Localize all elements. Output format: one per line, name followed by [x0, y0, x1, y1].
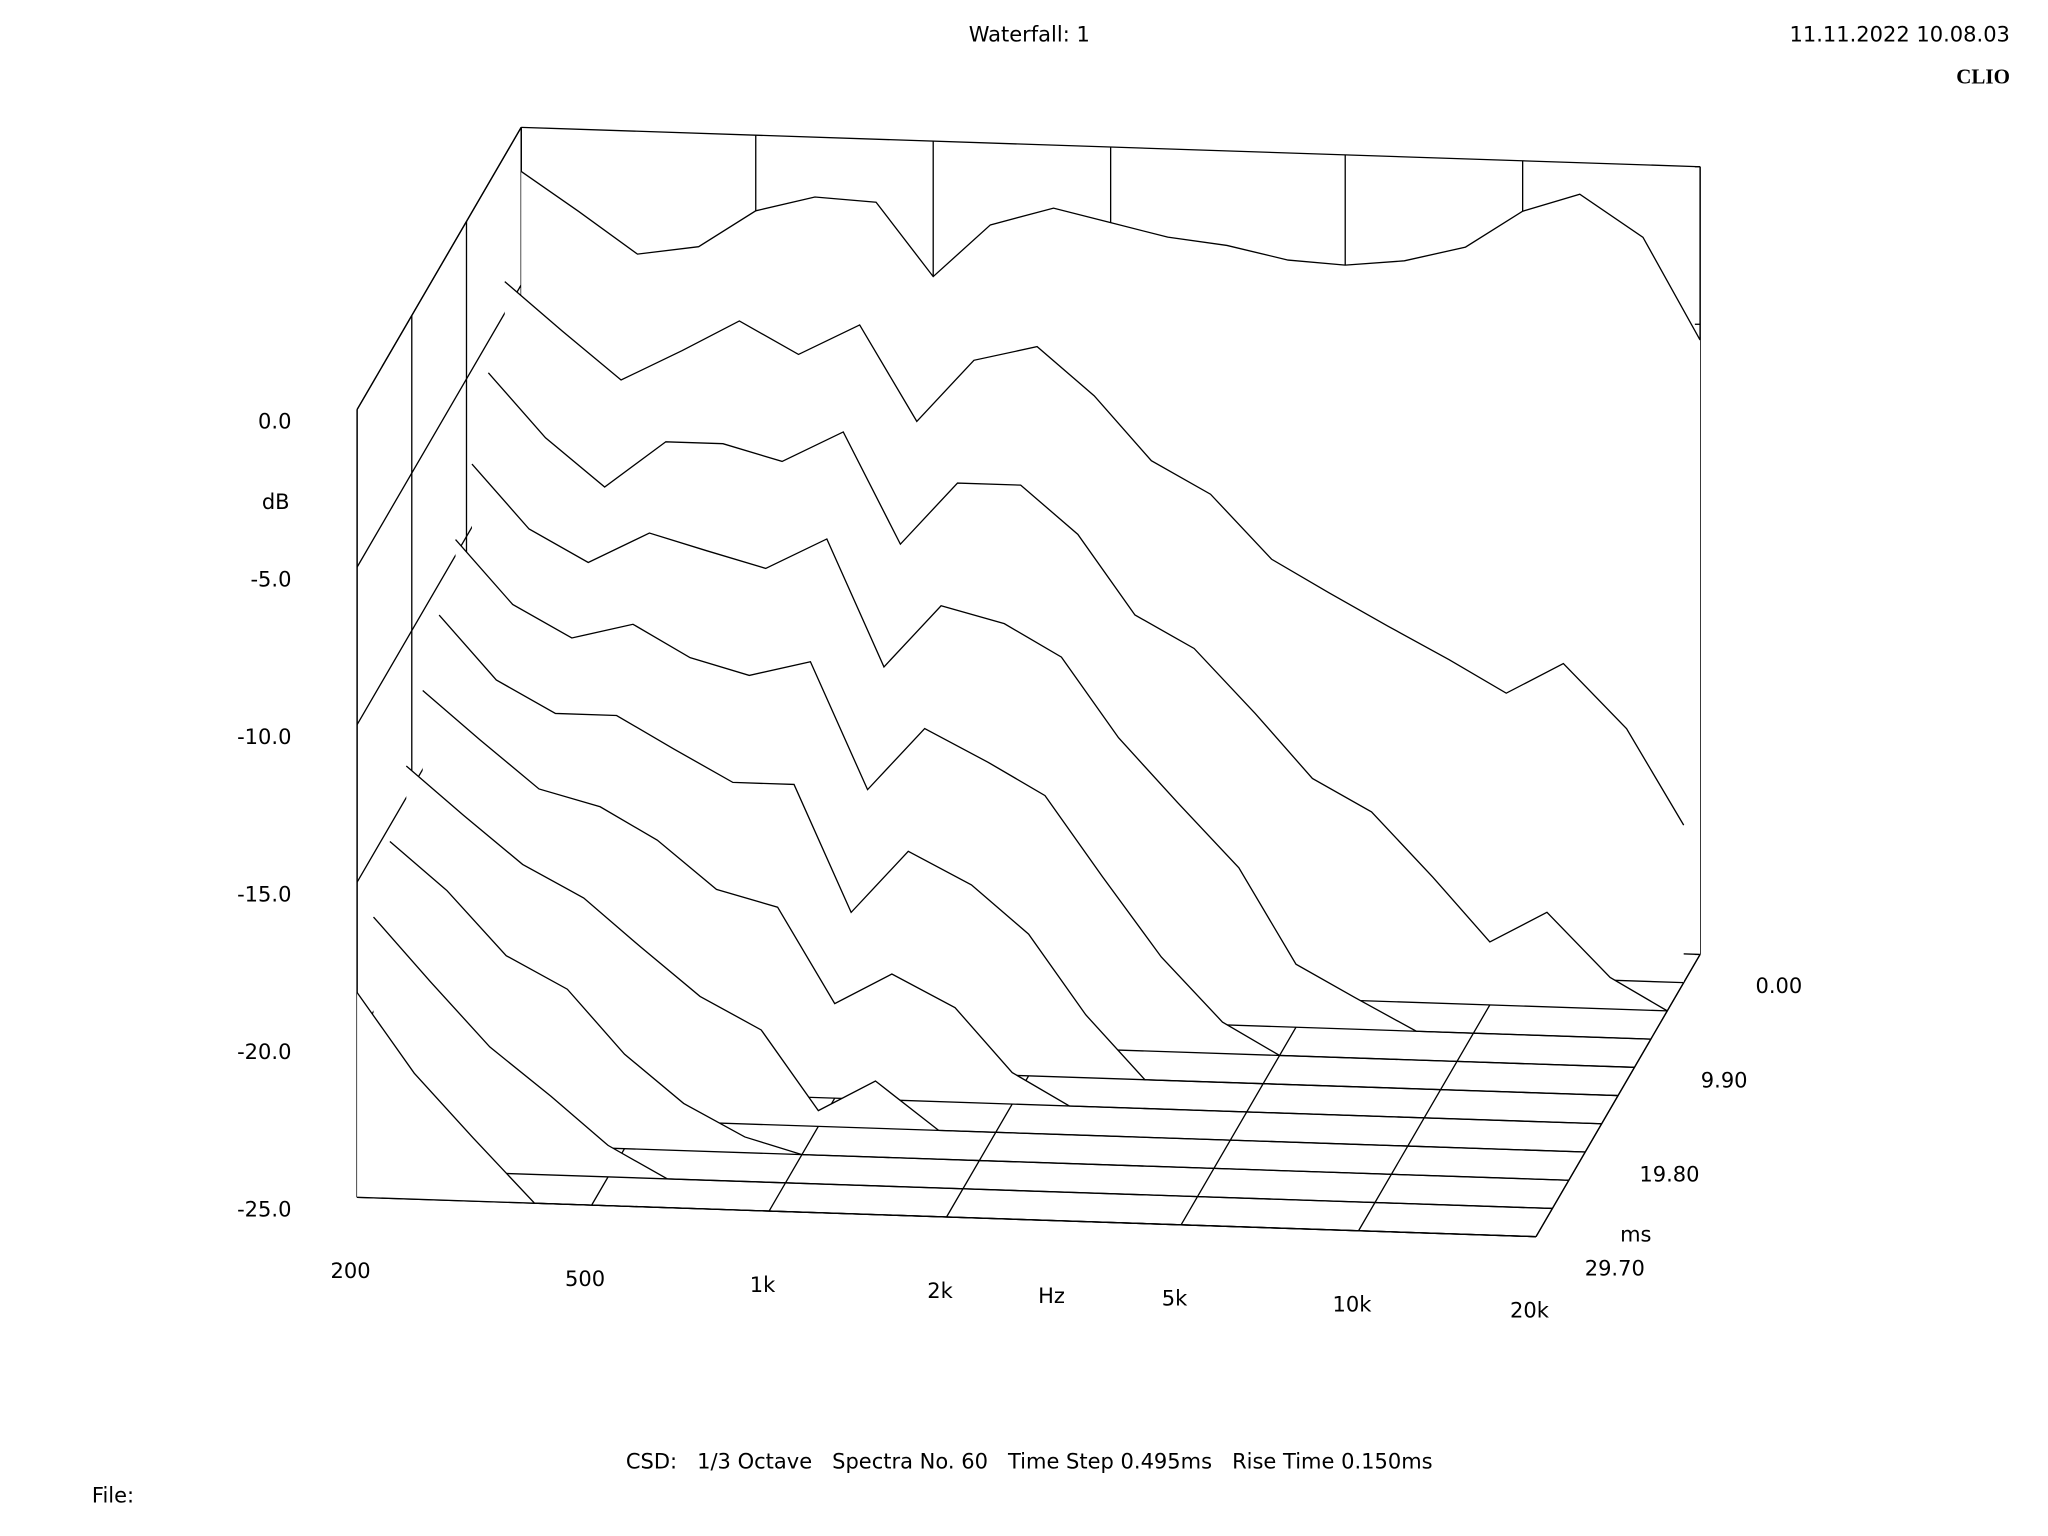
slice-mask — [406, 766, 1586, 1152]
spectrum-line — [504, 281, 1685, 826]
y-tick-label: -10.0 — [237, 725, 291, 749]
spectrum-line — [455, 539, 1635, 1068]
brand: CLIO — [1956, 65, 2010, 89]
chart-title: Waterfall: 1 — [969, 22, 1090, 46]
spectrum-line — [438, 614, 1619, 1097]
z-tick-label: 19.80 — [1639, 1162, 1699, 1186]
x-tick-label: 20k — [1510, 1299, 1550, 1323]
spectrum-line — [471, 463, 1651, 1040]
x-tick-label: 10k — [1333, 1293, 1373, 1317]
grid-line — [356, 284, 522, 568]
x-tick-label: 1k — [750, 1273, 776, 1297]
z-tick-label: 9.90 — [1701, 1068, 1748, 1092]
y-tick-label: -20.0 — [237, 1040, 291, 1064]
x-tick-label: 500 — [565, 1267, 605, 1291]
x-tick-label: 5k — [1162, 1287, 1188, 1311]
z-tick-label: 0.00 — [1755, 974, 1802, 998]
spectrum-line — [389, 841, 1569, 1181]
footer: CSD: 1/3 Octave Spectra No. 60 Time Step… — [626, 1449, 1433, 1473]
spectrum-line — [356, 992, 1537, 1238]
x-tick-label: 200 — [330, 1259, 370, 1283]
y-tick-label: -15.0 — [237, 882, 291, 906]
spectrum-line — [373, 916, 1553, 1210]
spectrum-line — [422, 690, 1602, 1125]
file-label: File: — [92, 1484, 134, 1508]
y-tick-label: -5.0 — [250, 567, 291, 591]
x-tick-label: 2k — [927, 1279, 953, 1303]
y-tick-label: -25.0 — [237, 1197, 291, 1221]
spectrum-line — [405, 765, 1586, 1153]
grid-line — [356, 127, 522, 410]
z-tick-label: 29.70 — [1585, 1256, 1645, 1280]
timestamp: 11.11.2022 10.08.03 — [1789, 22, 2009, 46]
y-axis-label: dB — [262, 490, 290, 514]
z-axis-label: ms — [1620, 1222, 1651, 1246]
spectrum-line — [487, 372, 1668, 1012]
spectrum-line — [520, 170, 1701, 341]
x-axis-label: Hz — [1038, 1284, 1065, 1308]
y-tick-label: 0.0 — [258, 410, 291, 434]
